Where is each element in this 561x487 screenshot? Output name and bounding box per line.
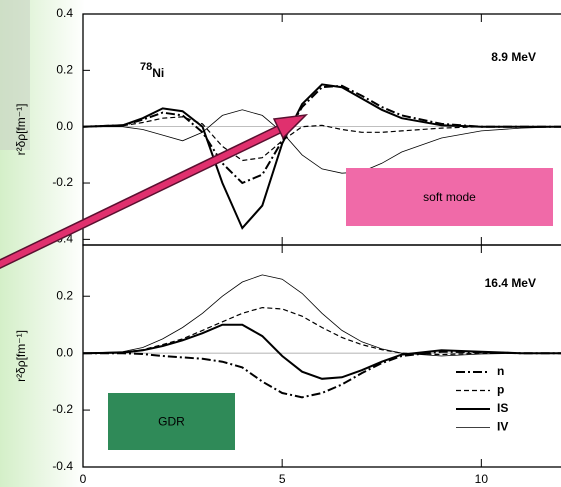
series-line: [82, 274, 561, 357]
series-line: [82, 323, 561, 380]
annotation-box: [346, 168, 553, 226]
y-tick-label: -0.4: [52, 459, 73, 473]
annotation-text: soft mode: [423, 190, 476, 204]
x-tick-label: 0: [80, 472, 87, 486]
panel-title: 8.9 MeV: [491, 50, 536, 64]
annotation-text: GDR: [158, 415, 185, 429]
plot-frame: [82, 244, 561, 468]
y-tick-label: 0.0: [56, 119, 73, 133]
nucleus-label: 78Ni: [140, 61, 164, 80]
legend-label: p: [497, 383, 504, 397]
x-tick-label: 10: [475, 472, 489, 486]
legend-label: IV: [497, 420, 508, 434]
y-tick-label: 0.4: [56, 6, 73, 20]
series-line: [83, 350, 561, 399]
y-tick-label: -0.2: [52, 402, 73, 416]
y-tick-label: 0.2: [56, 288, 73, 302]
arrow-shaft: [0, 125, 284, 268]
y-tick-label: -0.2: [52, 175, 73, 189]
y-axis-label: r²δρ[fm⁻¹]: [14, 330, 28, 382]
panel-title: 16.4 MeV: [485, 276, 536, 290]
series-line: [82, 306, 561, 356]
nucleus-mass: 78: [140, 61, 152, 73]
nucleus-symbol: Ni: [152, 66, 164, 80]
series-line: [82, 116, 561, 162]
annotation-box: [108, 393, 235, 450]
legend-label: IS: [497, 401, 508, 415]
arrow-head: [272, 113, 309, 140]
y-tick-label: 0.2: [56, 63, 73, 77]
x-tick-label: 5: [279, 472, 286, 486]
legend-label: n: [497, 364, 504, 378]
plots: 0.4 0.2 0.0 -0.2 -0.4 r²δρ[fm⁻¹] 8.9 MeV 78Ni so…: [14, 6, 561, 486]
arrow: [0, 113, 309, 270]
y-axis-label: r²δρ[fm⁻¹]: [14, 104, 28, 156]
series-line: [83, 109, 561, 174]
y-tick-label: 0.0: [56, 345, 73, 359]
background-photo-shade: [0, 0, 30, 150]
